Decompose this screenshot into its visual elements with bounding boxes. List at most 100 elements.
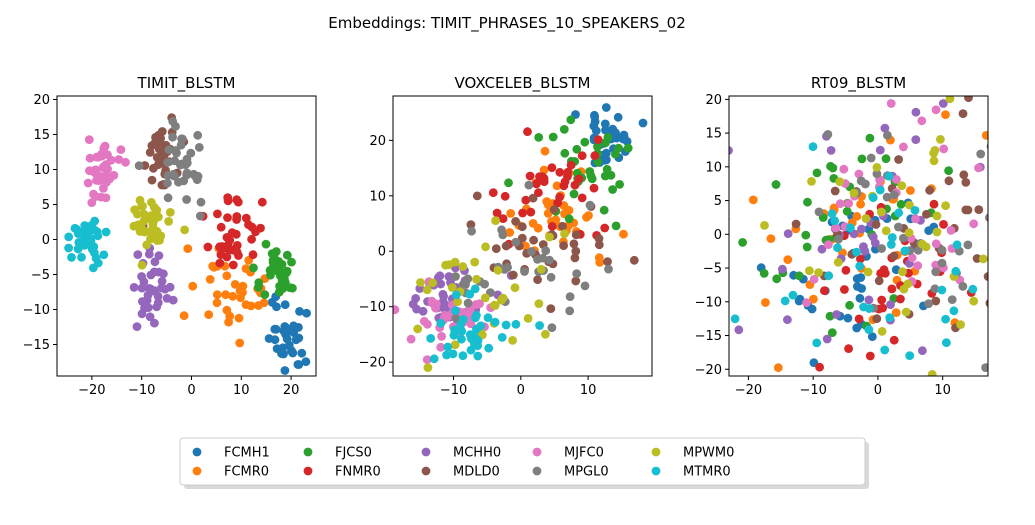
scatter-point	[832, 310, 841, 319]
scatter-point	[465, 289, 475, 299]
legend-label: MCHH0	[453, 446, 501, 461]
scatter-point	[859, 302, 868, 312]
scatter-point	[147, 175, 157, 185]
scatter-point	[827, 328, 837, 337]
scatter-point	[533, 275, 542, 285]
scatter-point	[436, 318, 446, 328]
scatter-point	[842, 206, 852, 216]
scatter-point	[171, 122, 180, 131]
scatter-point	[168, 169, 178, 179]
scatter-point	[280, 300, 290, 310]
scatter-point	[922, 209, 931, 219]
scatter-point	[613, 112, 623, 122]
scatter-point	[835, 177, 845, 187]
scatter-point	[601, 125, 610, 135]
scatter-point	[168, 132, 178, 142]
scatter-point	[884, 171, 894, 181]
scatter-point	[897, 181, 907, 191]
scatter-point	[931, 267, 941, 277]
scatter-point	[854, 314, 864, 324]
scatter-point	[157, 276, 167, 286]
scatter-point	[163, 158, 173, 167]
scatter-point	[260, 290, 270, 299]
scatter-point	[540, 146, 550, 156]
scatter-point	[511, 217, 520, 226]
scatter-point	[232, 247, 242, 257]
scatter-point	[855, 293, 865, 303]
scatter-point	[213, 209, 222, 219]
scatter-point	[527, 247, 536, 256]
scatter-point	[484, 343, 494, 353]
scatter-point	[619, 130, 629, 140]
scatter-point	[894, 155, 903, 164]
scatter-point	[222, 252, 232, 262]
scatter-point	[416, 278, 425, 287]
x-tick-label: −20	[78, 383, 105, 398]
scatter-point	[154, 267, 164, 277]
legend-item-fcmh1: FCMH1	[192, 446, 270, 461]
scatter-point	[223, 213, 232, 223]
scatter-point	[803, 197, 812, 207]
scatter-points	[64, 113, 311, 375]
scatter-point	[145, 312, 155, 322]
scatter-point	[944, 166, 953, 176]
scatter-point	[96, 149, 106, 159]
scatter-point	[223, 240, 233, 250]
scatter-point	[176, 140, 186, 150]
scatter-point	[868, 193, 878, 203]
scatter-point	[498, 293, 508, 303]
scatter-point	[930, 284, 940, 294]
legend-item-mchh0: MCHH0	[421, 446, 501, 461]
scatter-point	[451, 306, 460, 315]
scatter-point	[90, 216, 100, 226]
scatter-point	[817, 244, 827, 254]
subplot-title: VOXCELEB_BLSTM	[455, 74, 591, 93]
scatter-point	[463, 298, 473, 308]
scatter-point	[498, 214, 508, 224]
scatter-point	[854, 169, 864, 179]
scatter-point	[193, 130, 203, 140]
scatter-point	[857, 224, 866, 234]
series-mchh0	[129, 243, 178, 331]
scatter-point	[571, 230, 581, 240]
x-tick-label: −10	[128, 383, 155, 398]
scatter-point	[590, 151, 600, 161]
scatter-point	[886, 240, 896, 249]
scatter-point	[145, 148, 155, 157]
scatter-point	[611, 149, 620, 159]
scatter-point	[925, 185, 934, 195]
scatter-point	[560, 229, 569, 239]
scatter-point	[852, 247, 861, 257]
scatter-point	[969, 219, 979, 229]
scatter-point	[231, 229, 241, 239]
scatter-point	[580, 281, 590, 291]
scatter-point	[590, 110, 599, 120]
scatter-point	[615, 180, 624, 189]
scatter-point	[911, 135, 921, 145]
scatter-point	[221, 290, 231, 300]
scatter-point	[91, 253, 101, 263]
scatter-point	[101, 160, 111, 169]
scatter-point	[874, 276, 884, 286]
scatter-point	[886, 99, 896, 108]
legend-item-fnmr0: FNMR0	[303, 465, 381, 480]
scatter-point	[814, 268, 823, 277]
scatter-point	[900, 246, 910, 256]
scatter-point	[924, 299, 933, 309]
scatter-point	[271, 247, 281, 256]
scatter-point	[734, 325, 744, 335]
scatter-point	[881, 154, 891, 164]
scatter-point	[64, 243, 73, 253]
scatter-point	[638, 118, 648, 128]
scatter-point	[508, 336, 517, 345]
scatter-point	[179, 311, 189, 321]
legend-label: MPWM0	[683, 446, 734, 461]
scatter-point	[872, 314, 882, 323]
scatter-point	[983, 272, 988, 281]
scatter-point	[426, 334, 436, 343]
scatter-point	[584, 211, 593, 220]
scatter-point	[569, 189, 579, 199]
scatter-point	[601, 103, 611, 112]
scatter-point	[282, 250, 292, 260]
scatter-point	[470, 257, 480, 267]
